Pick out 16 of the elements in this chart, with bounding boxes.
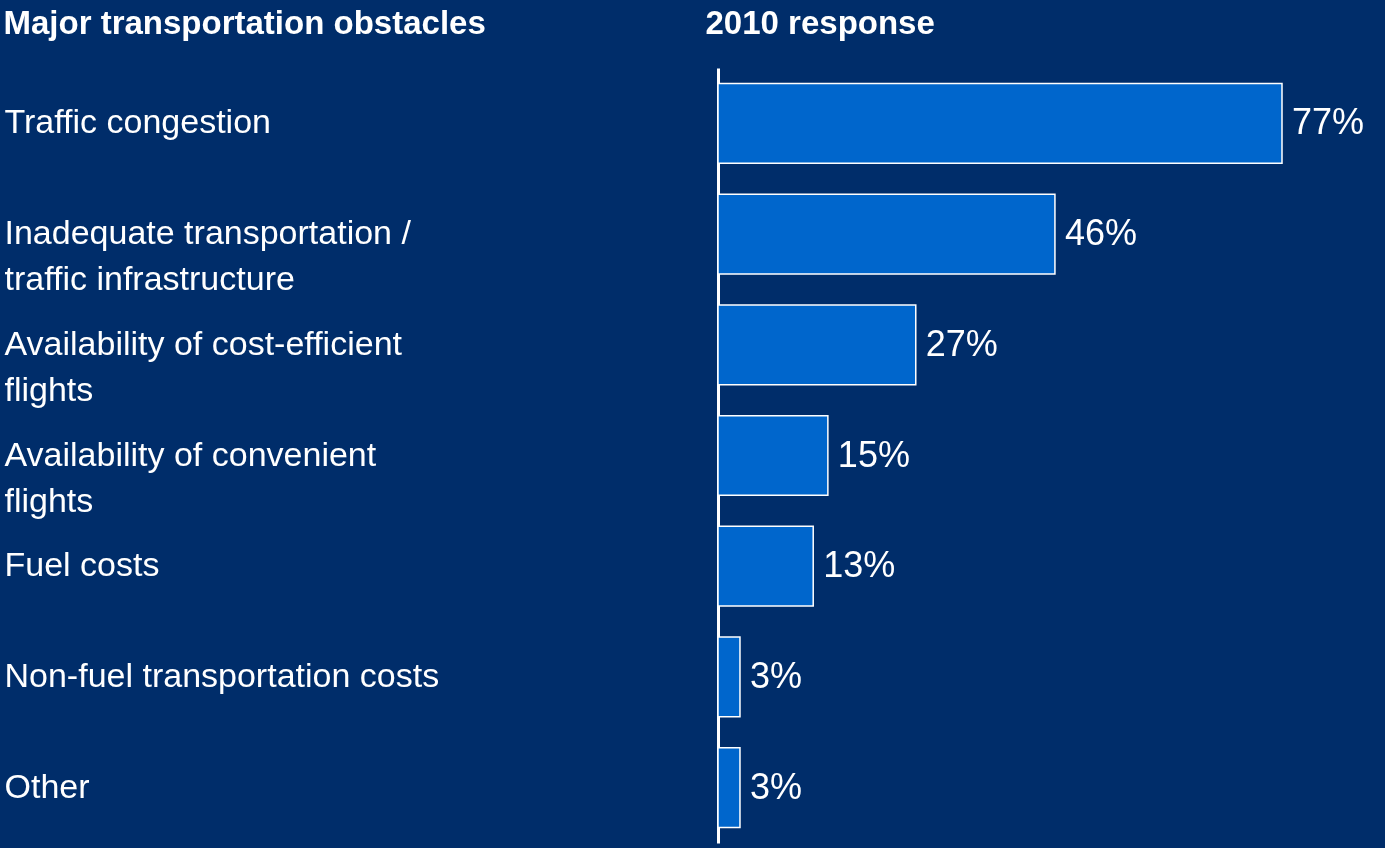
y-tick-label: Fuel costs (4, 545, 160, 584)
data-label: 3% (749, 654, 803, 696)
y-tick-label: Other (4, 766, 90, 805)
data-label: 27% (925, 322, 998, 364)
y-tick-label: Availability of cost-efficient flights (4, 323, 403, 408)
y-tick-label: Inadequate transportation / traffic infrastructure (4, 213, 412, 298)
data-label: 77% (1292, 101, 1365, 143)
data-label: 3% (749, 765, 803, 807)
data-label: 13% (823, 544, 896, 586)
data-label: 46% (1064, 212, 1137, 254)
y-tick-label: Availability of convenient flights (4, 434, 377, 519)
x-axis-title: 2010 response (705, 3, 935, 41)
y-tick-label: Non-fuel transportation costs (4, 655, 440, 694)
data-label: 15% (837, 433, 910, 475)
y-axis-title: Major transportation obstacles (3, 3, 486, 41)
y-tick-label: Traffic congestion (4, 102, 271, 141)
